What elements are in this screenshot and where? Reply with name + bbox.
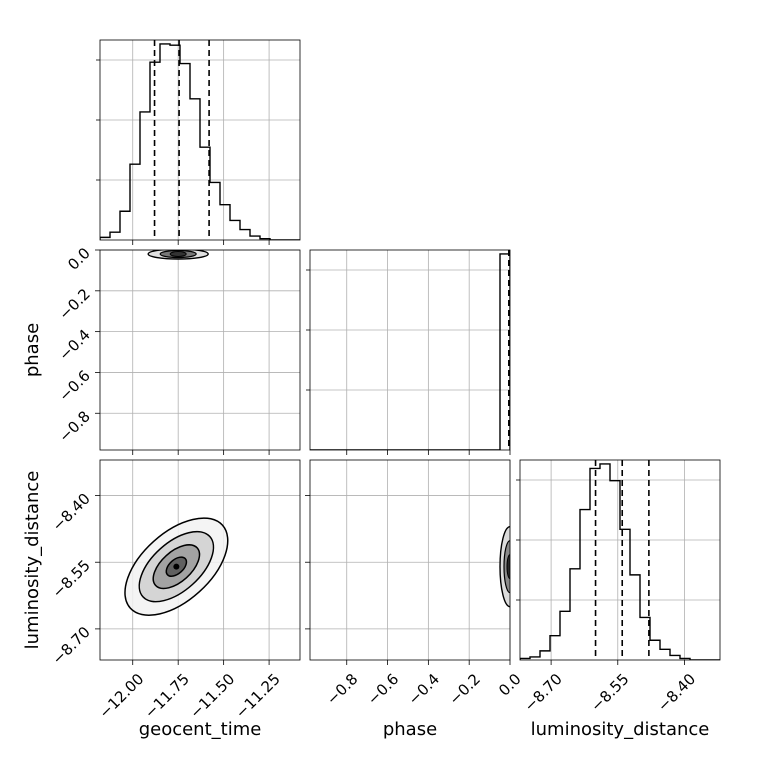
x-tick-label: −8.55 — [587, 670, 632, 715]
histogram-geocent_time — [100, 43, 300, 240]
x-tick-label: −12.00 — [95, 670, 147, 722]
x-tick-label: −0.8 — [323, 670, 361, 708]
x-tick-label: −0.4 — [405, 670, 443, 708]
x-tick-label: −8.70 — [521, 670, 566, 715]
histogram-luminosity_distance — [520, 463, 720, 660]
panel-frame — [99, 459, 301, 661]
x-tick-label: −8.40 — [654, 670, 699, 715]
y-tick-label: −0.8 — [55, 407, 93, 445]
panel-frame — [309, 459, 511, 661]
y-tick-label: −8.55 — [49, 556, 94, 601]
sample-point — [96, 579, 98, 581]
y-tick-label: −8.70 — [49, 623, 94, 668]
panel-frame — [99, 249, 301, 451]
contours-geocent_time-vs-luminosity_distance — [124, 517, 229, 616]
x-tick-label: −11.50 — [186, 670, 238, 722]
y-tick-label: 0.0 — [64, 244, 94, 274]
panel-frame — [519, 459, 721, 661]
panel-1-0 — [100, 250, 300, 450]
x-axis-label-luminosity_distance: luminosity_distance — [531, 719, 710, 740]
density-contour-2 — [506, 554, 510, 580]
panel-1-1 — [310, 250, 510, 450]
contours-geocent_time-vs-phase — [147, 250, 209, 260]
panel-2-1 — [310, 460, 510, 660]
contours-phase-vs-luminosity_distance — [499, 525, 510, 608]
x-axis-label-phase: phase — [383, 719, 437, 740]
density-contour-2 — [169, 251, 187, 257]
x-tick-label: 0.0 — [495, 670, 525, 700]
x-tick-label: −11.25 — [232, 670, 284, 722]
plot-elements-layer — [95, 39, 721, 665]
y-tick-label: −8.40 — [49, 490, 94, 535]
x-tick-label: −11.75 — [141, 670, 193, 722]
y-axis-label-luminosity_distance: luminosity_distance — [22, 471, 43, 650]
y-axis-label-phase: phase — [22, 323, 43, 377]
y-tick-label: −0.4 — [55, 326, 93, 364]
x-tick-label: −0.6 — [364, 670, 402, 708]
panel-frame — [309, 249, 511, 451]
panel-frame — [99, 39, 301, 241]
x-axis-label-geocent_time: geocent_time — [139, 719, 262, 740]
density-peak — [173, 563, 180, 570]
y-tick-label: −0.2 — [55, 285, 93, 323]
y-tick-label: −0.6 — [55, 367, 93, 405]
x-tick-label: −0.2 — [445, 670, 483, 708]
